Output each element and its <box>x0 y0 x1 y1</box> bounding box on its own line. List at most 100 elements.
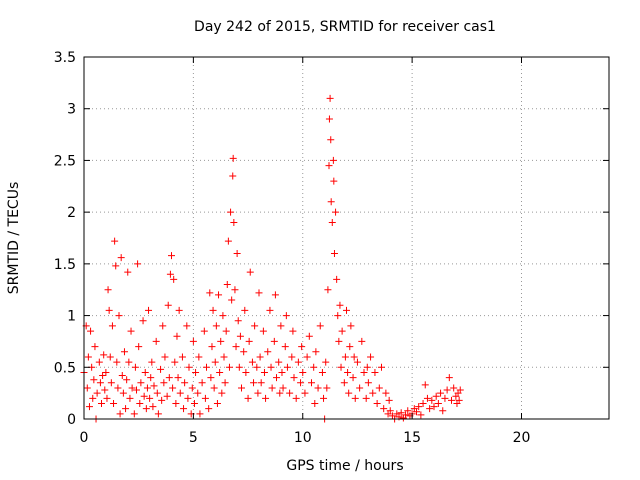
data-point <box>102 368 110 376</box>
y-tick-label: 1.5 <box>54 257 76 273</box>
data-point <box>169 384 177 392</box>
data-point <box>128 384 136 392</box>
data-point <box>426 405 434 413</box>
data-point <box>229 172 237 180</box>
data-point <box>257 379 265 387</box>
data-point <box>298 343 306 351</box>
data-point <box>207 374 215 382</box>
data-point <box>200 327 208 335</box>
data-point <box>172 399 180 407</box>
data-point <box>225 363 233 371</box>
data-point <box>430 403 438 411</box>
data-point <box>90 376 98 384</box>
data-point <box>89 394 97 402</box>
data-point <box>316 322 324 330</box>
data-point <box>328 218 336 226</box>
data-point <box>127 327 135 335</box>
data-point <box>303 353 311 361</box>
data-point <box>123 376 131 384</box>
data-point <box>325 162 333 170</box>
data-point <box>364 379 372 387</box>
data-point <box>235 363 243 371</box>
data-point <box>386 407 394 415</box>
data-point <box>189 337 197 345</box>
data-point <box>423 394 431 402</box>
data-point <box>318 368 326 376</box>
data-point <box>289 327 297 335</box>
data-point <box>373 399 381 407</box>
data-point <box>227 208 235 216</box>
data-point <box>91 343 99 351</box>
data-point <box>253 363 261 371</box>
data-point <box>455 396 463 404</box>
data-point <box>124 268 132 276</box>
data-point <box>107 379 115 387</box>
data-point <box>244 394 252 402</box>
data-point <box>421 381 429 389</box>
data-point <box>275 358 283 366</box>
data-point <box>83 384 91 392</box>
data-point <box>329 156 337 164</box>
data-point <box>158 396 166 404</box>
data-point <box>139 317 147 325</box>
data-point <box>134 260 142 268</box>
data-point <box>305 332 313 340</box>
data-point <box>120 348 128 356</box>
data-point <box>143 384 151 392</box>
data-point <box>184 394 192 402</box>
data-point <box>363 363 371 371</box>
data-point <box>112 262 120 270</box>
data-point <box>260 368 268 376</box>
data-point <box>245 337 253 345</box>
chart-title: Day 242 of 2015, SRMTID for receiver cas… <box>194 19 496 35</box>
data-point <box>216 368 224 376</box>
data-point <box>229 154 237 162</box>
data-point <box>356 384 364 392</box>
data-point <box>192 368 200 376</box>
data-point <box>185 363 193 371</box>
data-point <box>171 358 179 366</box>
data-point <box>137 379 145 387</box>
data-point <box>205 405 213 413</box>
data-point <box>264 348 272 356</box>
data-point <box>175 306 183 314</box>
data-point <box>241 306 249 314</box>
data-point <box>176 389 184 397</box>
data-point <box>231 286 239 294</box>
data-point <box>232 343 240 351</box>
data-point <box>292 394 300 402</box>
data-point <box>114 384 122 392</box>
data-point <box>340 379 348 387</box>
data-point <box>338 327 346 335</box>
data-point <box>267 363 275 371</box>
data-point <box>238 384 245 392</box>
data-point <box>333 275 341 283</box>
data-point <box>165 374 173 382</box>
data-point <box>320 394 328 402</box>
data-point <box>131 363 139 371</box>
data-point <box>281 343 289 351</box>
data-point <box>122 405 130 413</box>
x-tick-label: 5 <box>189 430 198 446</box>
data-point <box>206 289 214 297</box>
data-point <box>153 389 161 397</box>
data-point <box>417 411 425 419</box>
data-point <box>164 301 172 309</box>
data-point <box>415 403 423 411</box>
data-point <box>170 275 178 283</box>
plot-frame <box>83 56 610 420</box>
data-point <box>130 410 138 418</box>
data-point <box>110 399 118 407</box>
data-point <box>353 358 361 366</box>
data-point <box>341 353 349 361</box>
data-point <box>311 399 319 407</box>
data-point <box>211 358 219 366</box>
data-point <box>217 337 225 345</box>
data-point <box>116 410 124 418</box>
data-point <box>209 306 217 314</box>
data-point <box>195 353 203 361</box>
data-point <box>159 322 167 330</box>
data-point <box>166 270 174 278</box>
data-point <box>154 410 162 418</box>
data-point <box>119 389 127 397</box>
